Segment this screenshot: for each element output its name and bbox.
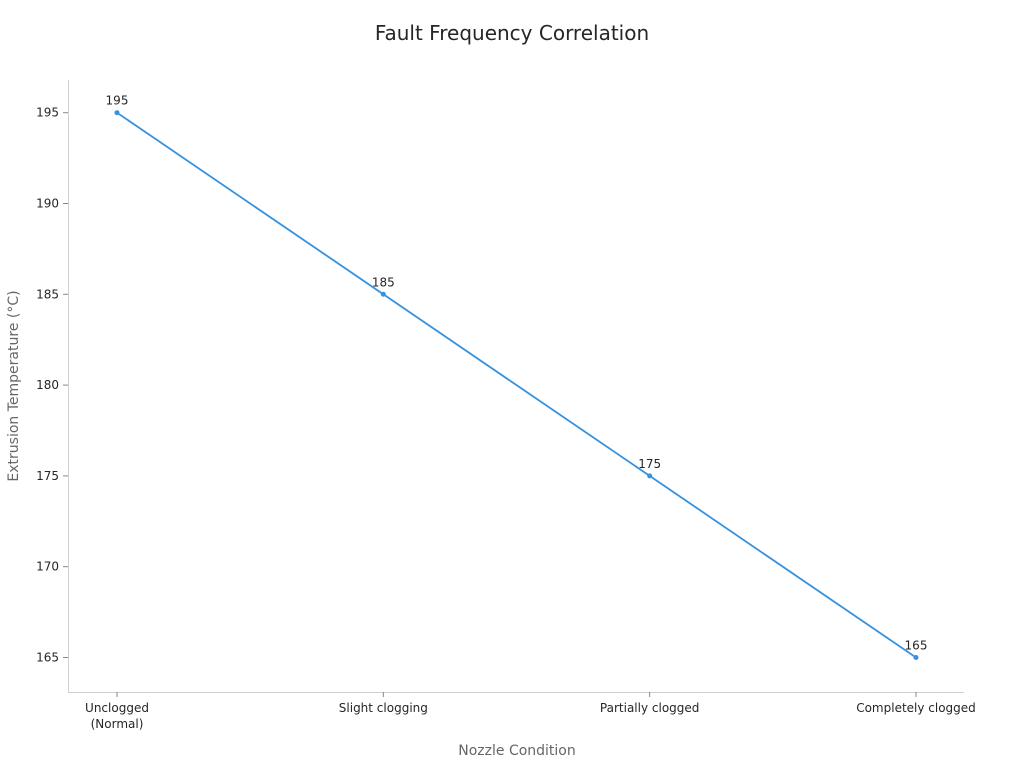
data-point	[114, 110, 120, 116]
x-axis-title: Nozzle Condition	[458, 743, 576, 759]
y-tick-label: 180	[36, 378, 59, 392]
y-tick-label: 195	[36, 106, 59, 120]
x-tick-label: Unclogged (Normal)	[85, 701, 149, 731]
x-tick-label: Completely clogged	[856, 701, 976, 715]
data-point	[380, 291, 386, 297]
data-label: 195	[106, 94, 129, 108]
y-tick-label: 185	[36, 287, 59, 301]
y-tick-label: 190	[36, 196, 59, 210]
y-tick-label: 170	[36, 560, 59, 574]
data-label: 165	[905, 638, 928, 652]
y-tick-label: 175	[36, 469, 59, 483]
chart-title: Fault Frequency Correlation	[375, 21, 649, 45]
y-axis-ticks: 165 170 175 180 185 190 195	[36, 106, 68, 664]
x-tick-label: Partially clogged	[600, 701, 699, 715]
data-point	[647, 473, 653, 479]
x-tick-label: Slight clogging	[339, 701, 428, 715]
y-tick-label: 165	[36, 650, 59, 664]
y-axis-title: Extrusion Temperature (°C)	[6, 290, 22, 481]
data-label: 185	[372, 275, 395, 289]
data-label: 175	[638, 457, 661, 471]
series-line	[116, 111, 917, 659]
data-labels: 195 185 175 165	[106, 94, 928, 653]
data-point	[913, 654, 919, 660]
x-axis-ticks: Unclogged (Normal) Slight clogging Partiall…	[85, 692, 976, 731]
series-group	[114, 110, 919, 660]
